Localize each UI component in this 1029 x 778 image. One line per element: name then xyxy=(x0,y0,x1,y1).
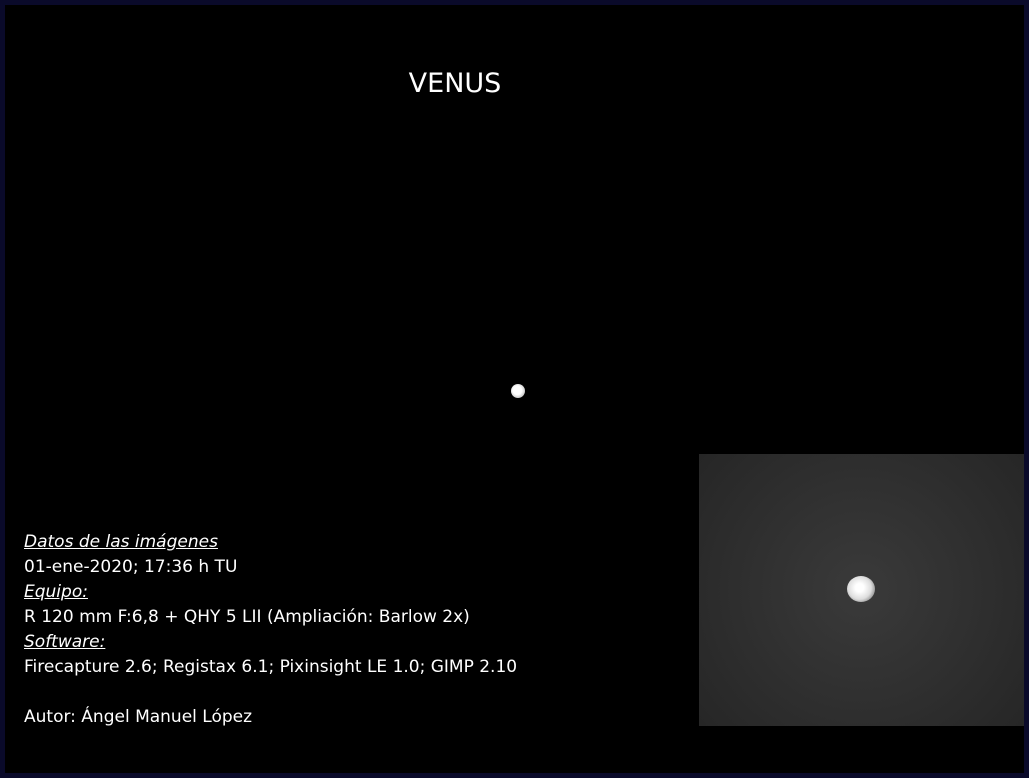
info-text: Autor: Ángel Manuel López xyxy=(24,705,517,730)
info-heading: Equipo: xyxy=(24,580,517,605)
info-heading: Software: xyxy=(24,630,517,655)
zoom-inset xyxy=(699,454,1024,726)
venus-zoom xyxy=(847,576,875,602)
venus-image xyxy=(511,384,525,398)
image-info: Datos de las imágenes 01-ene-2020; 17:36… xyxy=(24,530,517,730)
title: VENUS xyxy=(380,68,530,99)
page: VENUS Datos de las imágenes 01-ene-2020;… xyxy=(0,0,1029,778)
info-heading: Datos de las imágenes xyxy=(24,530,517,555)
info-text: 01-ene-2020; 17:36 h TU xyxy=(24,555,517,580)
info-text: R 120 mm F:6,8 + QHY 5 LII (Ampliación: … xyxy=(24,605,517,630)
info-text: Firecapture 2.6; Registax 6.1; Pixinsigh… xyxy=(24,655,517,680)
